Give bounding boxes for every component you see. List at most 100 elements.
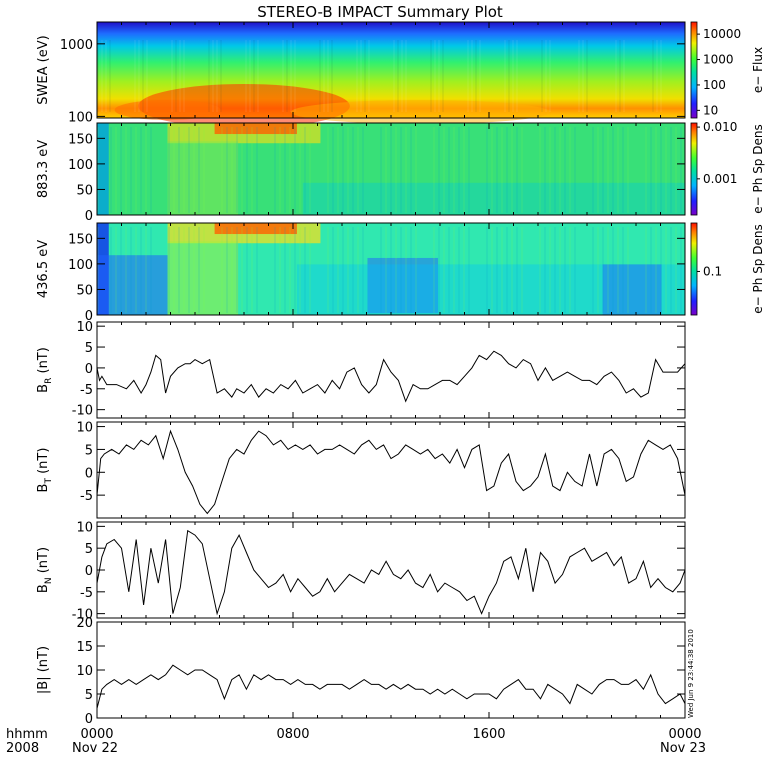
y-axis-label: SWEA (eV) (36, 35, 51, 104)
colorbar-1: 10 100 1000 10000 e− Flux (690, 21, 765, 119)
series-line (96, 429, 686, 515)
heatmap-streak (168, 127, 170, 213)
heatmap-streak (475, 40, 477, 112)
heatmap-streak (284, 127, 286, 213)
heatmap-streak (660, 227, 662, 313)
y-axis-label: BN (nT) (36, 547, 54, 593)
heatmap-streak (405, 40, 407, 112)
heatmap-streak (221, 127, 223, 213)
heatmap-streak (496, 227, 498, 313)
heatmap-streak (168, 227, 170, 313)
heatmap-streak (390, 227, 392, 313)
heatmap-streak (110, 227, 112, 313)
heatmap-streak (294, 40, 296, 112)
colorbar-3: 0.1 e− Ph Sp Dens (690, 222, 765, 316)
heatmap-cold-patch (602, 264, 662, 315)
heatmap-streak (539, 227, 541, 313)
heatmap-streak (327, 227, 329, 313)
heatmap-streak (544, 127, 546, 213)
hhmm-label: hhmm (6, 727, 48, 742)
series-line (96, 664, 686, 709)
y-tick-label: 0 (85, 712, 93, 727)
heatmap-streak (415, 227, 417, 313)
heatmap-streak (496, 127, 498, 213)
heatmap-streak (602, 227, 604, 313)
colorbar-tick-label: 0.010 (703, 120, 737, 134)
heatmap-streak (645, 227, 647, 313)
heatmap-streak (97, 127, 99, 213)
heatmap-streak (216, 40, 218, 112)
heatmap-streak (516, 227, 518, 313)
plot-title: STEREO-B IMPACT Summary Plot (257, 3, 503, 21)
heatmap-streak (337, 227, 339, 313)
heatmap-streak (289, 227, 291, 313)
heatmap-streak (479, 40, 481, 112)
y-tick-label: 100 (68, 110, 93, 125)
heatmap-streak (397, 40, 399, 112)
heatmap-streak (645, 127, 647, 213)
heatmap-streak (125, 127, 127, 213)
heatmap-streak (327, 40, 329, 112)
heatmap-streak (115, 127, 117, 213)
heatmap-streak (539, 127, 541, 213)
heatmap-streak (393, 40, 395, 112)
panel-2: 0.001 0.010 e− Ph Sp Dens 0 50 100 150 883.3 eV (36, 120, 765, 224)
y-tick-label: 150 (68, 132, 93, 147)
heatmap-streak (130, 127, 132, 213)
heatmap-streak (138, 40, 140, 112)
y-axis-label: |B| (nT) (36, 646, 51, 694)
heatmap-streak (362, 127, 364, 213)
heatmap-streak (578, 40, 580, 112)
heatmap-streak (97, 227, 99, 313)
date-end-label: Nov 23 (660, 741, 706, 756)
heatmap-streak (251, 227, 253, 313)
heatmap-streak (120, 227, 122, 313)
heatmap-streak (405, 127, 407, 213)
heatmap-streak (486, 127, 488, 213)
y-axis-label: BT (nT) (36, 448, 54, 493)
heatmap-streak (401, 40, 403, 112)
heatmap-streak (544, 227, 546, 313)
series-line (96, 529, 686, 616)
heatmap-streak (400, 227, 402, 313)
heatmap-streak (226, 227, 228, 313)
heatmap-streak (623, 40, 625, 112)
heatmap-streak (395, 227, 397, 313)
x-tick-label: 0000 (668, 727, 701, 742)
heatmap-streak (304, 227, 306, 313)
heatmap-streak (442, 40, 444, 112)
heatmap-streak (569, 227, 571, 313)
heatmap-streak (430, 40, 432, 112)
heatmap-streak (602, 127, 604, 213)
y-tick-label: 5 (85, 688, 93, 703)
heatmap-streak (521, 127, 523, 213)
heatmap-streak (521, 227, 523, 313)
heatmap-streak (675, 227, 677, 313)
heatmap-streak (385, 227, 387, 313)
heatmap-streak (332, 227, 334, 313)
heatmap-streak (274, 227, 276, 313)
heatmap-streak (245, 40, 247, 112)
colorbar-tick-label: 0.001 (703, 172, 737, 186)
heatmap-streak (140, 227, 142, 313)
heatmap-streak (323, 40, 325, 112)
colorbar-tick-label: 1000 (703, 53, 734, 67)
panel-frame (96, 321, 686, 419)
heatmap-streak (284, 227, 286, 313)
y-tick-label: 5 (85, 542, 93, 557)
heatmap-streak (236, 127, 238, 213)
heatmap-streak (448, 227, 450, 313)
heatmap-streak (203, 127, 205, 213)
heatmap-streak (501, 227, 503, 313)
heatmap-streak (622, 227, 624, 313)
heatmap-streak (290, 40, 292, 112)
y-tick-label: 5 (85, 443, 93, 458)
heatmap-streak (597, 127, 599, 213)
heatmap-streak (617, 227, 619, 313)
heatmap-streak (438, 40, 440, 112)
y-tick-label: 50 (76, 283, 93, 298)
heatmap-streak (274, 127, 276, 213)
heatmap-streak (135, 127, 137, 213)
heatmap-cold-patch (302, 182, 685, 215)
heatmap-streak (198, 227, 200, 313)
